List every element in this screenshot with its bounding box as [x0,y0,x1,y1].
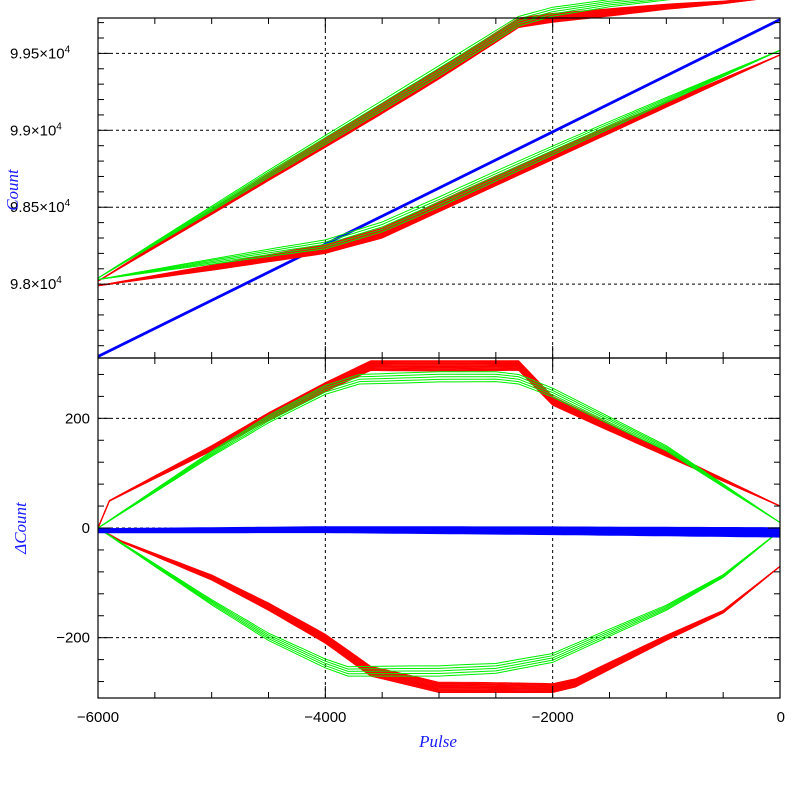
series-upper-branch [97,0,745,282]
series-upper-branch [97,0,610,279]
series-upper-branch [97,363,781,529]
series-lower-branch [97,527,781,685]
series-lower-branch [97,527,781,672]
series-upper-branch [97,0,743,282]
series-upper-branch [97,0,750,282]
series-lower-branch [97,527,781,677]
series-lower-branch [97,54,781,287]
series-lower-branch [97,527,781,692]
series-lower-branch [97,527,781,689]
series-lower-branch [97,49,781,280]
series-upper-branch [97,0,753,282]
series-lower-branch [97,54,781,287]
top-panel-series [97,0,781,358]
series-upper-branch [97,366,781,529]
tick-labels: 9.8×1049.85×1049.9×1049.95×104−2000200−6… [10,44,785,726]
series-upper-branch [97,368,781,529]
series-lower-branch [97,49,781,280]
series-lower-branch [97,54,781,287]
x-tick-label: −2000 [532,709,574,726]
x-tick-label: −6000 [77,709,119,726]
series-upper-branch [97,365,781,529]
y-tick-label: −200 [56,630,90,647]
series-upper-branch [97,0,672,279]
series-upper-branch [97,0,748,282]
series-upper-branch [97,364,781,529]
series-lower-branch [97,527,781,685]
series-upper-branch [97,0,647,279]
series-upper-branch [97,367,781,529]
series-lower-branch [97,54,781,287]
series-upper-branch [97,378,781,529]
series-upper-branch [97,0,660,279]
series-line [97,526,780,530]
series-upper-branch [97,363,781,529]
y-tick-label: 9.9×104 [10,121,62,139]
series-lower-branch [97,527,781,668]
series-upper-branch [97,0,755,282]
series-lower-branch [97,527,781,687]
series-lower-branch [97,527,781,689]
series-upper-branch [97,0,755,282]
axis-ticks [97,18,781,698]
x-axis-title: Pulse [418,732,457,751]
series-upper-branch [97,0,752,282]
y-tick-label: 9.85×104 [10,198,71,216]
series-lower-branch [97,527,781,686]
series-lower-branch [97,54,781,287]
x-tick-label: −4000 [304,709,346,726]
series-lower-branch [97,54,781,287]
series-lower-branch [97,54,781,287]
top-y-axis-title: Count [3,168,22,211]
series-upper-branch [97,361,781,529]
series-lower-branch [97,49,781,280]
series-upper-branch [97,369,781,529]
series-upper-branch [97,366,781,529]
y-tick-label: 200 [65,410,90,427]
series-lower-branch [97,54,781,287]
series-lower-branch [97,527,781,675]
series-upper-branch [97,0,757,282]
series-lower-branch [97,54,781,287]
bottom-panel-series [97,360,781,693]
series-upper-branch [97,373,781,529]
series-upper-branch [97,371,781,529]
series-lower-branch [97,49,781,280]
series-lower-branch [97,527,781,693]
series-upper-branch [97,0,630,279]
series-lower-branch [97,527,781,670]
bottom-y-axis-title: ΔCount [11,501,30,555]
top-panel-grid [98,18,780,358]
y-tick-label: 9.95×104 [10,44,71,62]
series-lower-branch [97,49,781,280]
series-upper-branch [97,376,781,529]
series-upper-branch [97,368,781,529]
series-lower-branch [97,527,781,690]
series-upper-branch [97,0,756,282]
series-lower-branch [97,54,781,287]
series-lower-branch [97,54,781,287]
series-upper-branch [97,381,781,529]
series-lower-branch [97,527,781,688]
series-upper-branch [97,0,753,282]
series-upper-branch [97,0,751,282]
x-tick-label: 0 [777,709,785,726]
y-tick-label: 9.8×104 [10,275,62,293]
series-upper-branch [97,362,781,529]
series-upper-branch [97,360,781,529]
y-tick-label: 0 [82,520,90,537]
series-upper-branch [97,361,781,529]
series-upper-branch [97,0,748,282]
series-lower-branch [97,54,781,287]
series-lower-branch [97,54,781,287]
series-lower-branch [97,54,781,287]
series-lower-branch [97,527,781,687]
series-line [97,18,781,357]
series-lower-branch [97,527,781,693]
series-upper-branch [97,0,746,282]
